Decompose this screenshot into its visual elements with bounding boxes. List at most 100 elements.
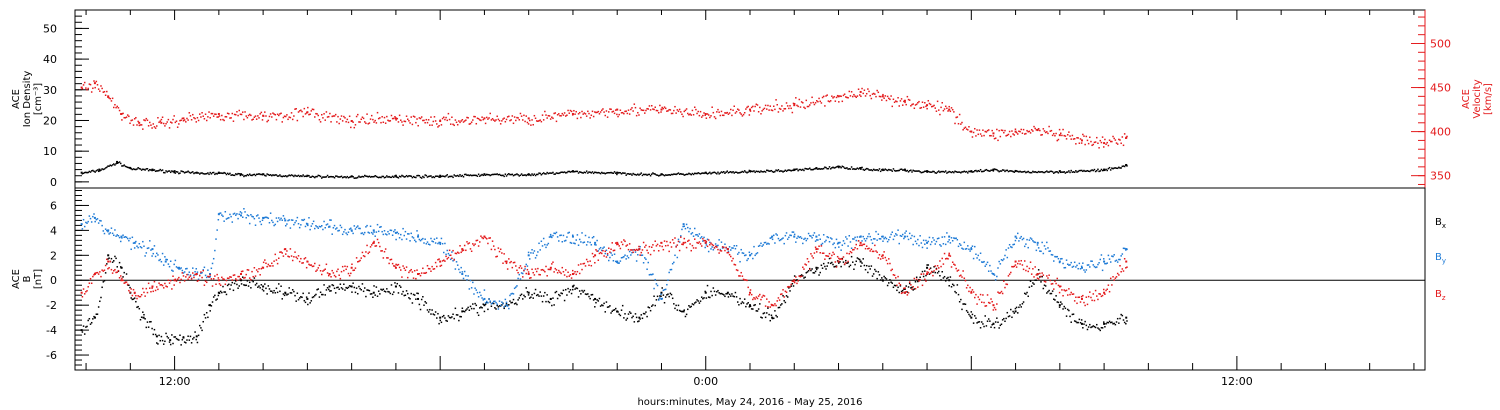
scatter-dot <box>1022 237 1025 240</box>
scatter-dot <box>1042 287 1045 290</box>
scatter-dot <box>552 234 554 237</box>
scatter-dot <box>999 263 1002 265</box>
scatter-dot <box>955 267 957 270</box>
scatter-dot <box>804 237 806 240</box>
scatter-dot <box>544 270 546 273</box>
scatter-dot <box>102 91 105 93</box>
scatter-dot <box>354 177 357 179</box>
scatter-dot <box>467 117 469 119</box>
scatter-dot <box>948 105 950 108</box>
scatter-dot <box>82 218 85 221</box>
scatter-dot <box>183 271 186 273</box>
scatter-dot <box>929 272 932 274</box>
scatter-dot <box>788 107 790 110</box>
scatter-dot <box>969 170 971 173</box>
scatter-dot <box>1104 326 1106 328</box>
scatter-dot <box>646 174 648 176</box>
scatter-dot <box>346 175 349 178</box>
scatter-dot <box>352 175 354 178</box>
data-point <box>749 291 751 294</box>
scatter-dot <box>795 279 797 282</box>
data-point <box>133 241 136 244</box>
scatter-dot <box>705 117 708 119</box>
scatter-dot <box>793 275 796 277</box>
scatter-dot <box>684 227 687 230</box>
scatter-dot <box>583 289 586 292</box>
scatter-dot <box>1046 131 1048 133</box>
scatter-dot <box>341 288 344 290</box>
scatter-dot <box>998 129 1000 132</box>
scatter-dot <box>267 285 270 287</box>
scatter-dot <box>627 109 630 111</box>
scatter-dot <box>298 260 301 263</box>
scatter-dot <box>969 250 971 252</box>
scatter-dot <box>223 171 225 174</box>
scatter-dot <box>638 320 640 322</box>
scatter-dot <box>1105 143 1107 145</box>
scatter-dot <box>81 173 84 175</box>
scatter-dot <box>1055 171 1057 173</box>
data-point <box>107 95 110 98</box>
scatter-dot <box>380 250 382 252</box>
legend-label-bx: Bx <box>1435 217 1446 230</box>
scatter-dot <box>454 119 457 121</box>
scatter-dot <box>195 338 198 341</box>
scatter-dot <box>999 170 1002 172</box>
scatter-dot <box>587 260 589 263</box>
scatter-dot <box>1020 259 1022 262</box>
scatter-dot <box>982 323 984 325</box>
scatter-dot <box>538 242 540 245</box>
scatter-dot <box>919 279 921 281</box>
scatter-dot <box>1078 262 1081 265</box>
scatter-dot <box>1100 141 1103 144</box>
scatter-dot <box>302 292 304 295</box>
scatter-dot <box>382 175 385 178</box>
scatter-dot <box>1053 172 1055 174</box>
scatter-dot <box>208 275 210 278</box>
scatter-dot <box>526 268 529 271</box>
scatter-dot <box>416 174 418 177</box>
scatter-dot <box>602 247 604 250</box>
scatter-dot <box>361 251 364 254</box>
scatter-dot <box>626 317 629 320</box>
scatter-dot <box>734 264 737 266</box>
scatter-dot <box>892 274 895 276</box>
scatter-dot <box>630 312 632 315</box>
scatter-dot <box>723 114 725 117</box>
scatter-dot <box>940 170 942 173</box>
scatter-dot <box>1055 132 1057 135</box>
scatter-dot <box>345 120 347 123</box>
scatter-dot <box>933 239 935 241</box>
scatter-dot <box>118 161 121 163</box>
scatter-dot <box>420 116 423 118</box>
scatter-dot <box>1003 258 1005 260</box>
scatter-dot <box>618 113 620 116</box>
scatter-dot <box>368 175 371 178</box>
scatter-dot <box>684 109 687 112</box>
scatter-dot <box>432 176 435 178</box>
scatter-dot <box>418 303 421 306</box>
scatter-dot <box>659 295 661 297</box>
scatter-dot <box>825 255 827 257</box>
scatter-dot <box>761 317 763 319</box>
scatter-dot <box>596 172 598 174</box>
scatter-dot <box>762 244 765 246</box>
legend-label-sub: y <box>1442 257 1446 265</box>
scatter-dot <box>224 211 227 213</box>
scatter-dot <box>279 174 281 176</box>
scatter-dot <box>569 171 572 173</box>
scatter-dot <box>942 243 945 245</box>
scatter-dot <box>926 247 928 249</box>
scatter-dot <box>366 175 368 178</box>
scatter-dot <box>510 173 512 176</box>
scatter-dot <box>644 313 646 315</box>
scatter-dot <box>443 251 445 254</box>
scatter-dot <box>512 298 515 301</box>
scatter-dot <box>732 257 734 260</box>
scatter-dot <box>171 269 173 272</box>
scatter-dot <box>714 172 717 174</box>
scatter-dot <box>725 171 727 173</box>
scatter-dot <box>180 170 182 172</box>
scatter-dot <box>984 130 986 133</box>
scatter-dot <box>619 109 622 111</box>
